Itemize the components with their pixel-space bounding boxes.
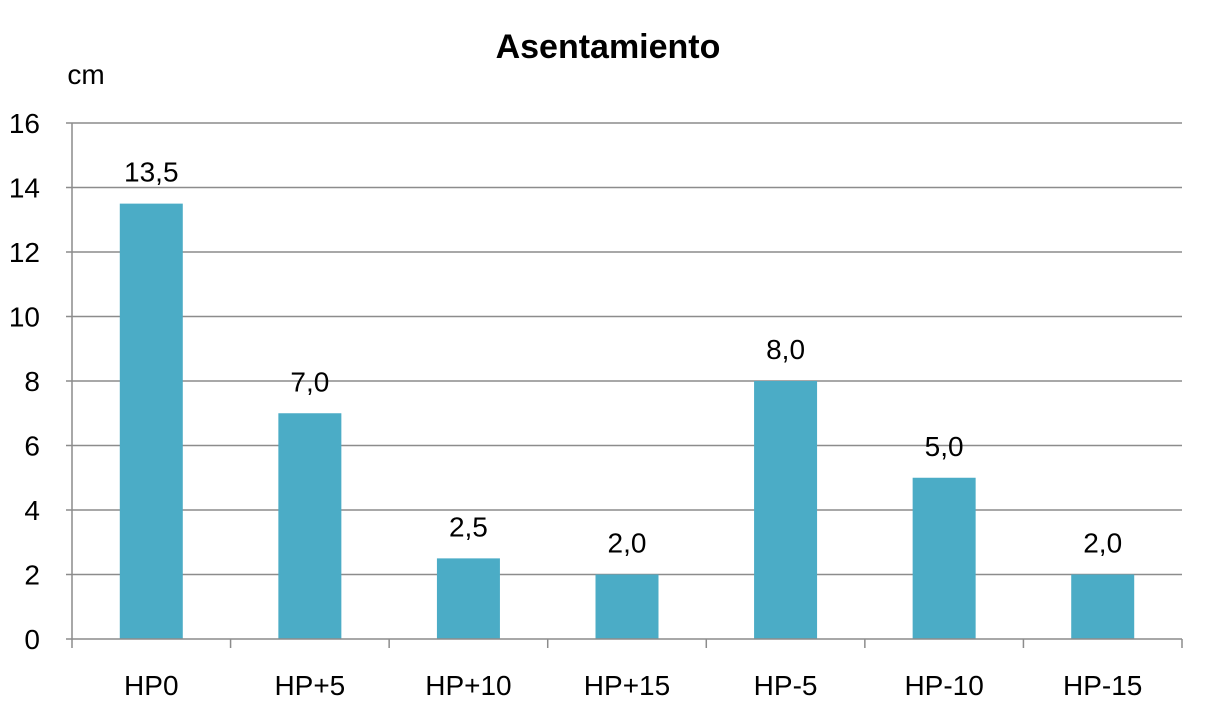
- data-label: 13,5: [124, 157, 179, 188]
- x-tick-label: HP0: [124, 670, 178, 701]
- data-label: 7,0: [290, 366, 329, 397]
- bar-hp-15: [1071, 574, 1135, 639]
- x-tick-label: HP+5: [274, 670, 345, 701]
- y-tick-label: 2: [24, 560, 40, 591]
- y-tick-label: 4: [24, 495, 40, 526]
- y-tick-label: 10: [9, 302, 40, 333]
- bar-hp-5: [754, 381, 818, 639]
- axes: [66, 123, 1183, 648]
- y-tick-label: 8: [24, 366, 40, 397]
- data-label: 2,0: [1083, 528, 1122, 559]
- y-tick-label: 12: [9, 237, 40, 268]
- y-tick-label: 0: [24, 624, 40, 655]
- bar-hp-15: [595, 574, 659, 639]
- y-tick-label: 14: [9, 173, 40, 204]
- x-tick-label: HP-5: [754, 670, 818, 701]
- data-label: 2,0: [608, 528, 647, 559]
- data-label: 8,0: [766, 334, 805, 365]
- data-label: 2,5: [449, 511, 488, 542]
- labels: 0 2 4 6 8 10 12 14 16 13,5 HP0 7,0 HP+5 2,5 HP+10 2,0 HP…: [9, 108, 1143, 701]
- bars: [119, 203, 1135, 639]
- bar-hp-10: [912, 477, 976, 639]
- bar-hp0: [119, 203, 183, 639]
- y-tick-label: 16: [9, 108, 40, 139]
- gridlines: [66, 122, 1182, 576]
- x-tick-label: HP-15: [1063, 670, 1142, 701]
- data-label: 5,0: [925, 431, 964, 462]
- x-tick-label: HP-10: [904, 670, 983, 701]
- x-tick-label: HP+15: [584, 670, 670, 701]
- bar-hp-5: [278, 413, 342, 639]
- y-axis-label: cm: [67, 59, 104, 90]
- y-tick-label: 6: [24, 431, 40, 462]
- x-tick-label: HP+10: [425, 670, 511, 701]
- chart-title: Asentamiento: [496, 28, 721, 66]
- bar-hp-10: [436, 558, 500, 639]
